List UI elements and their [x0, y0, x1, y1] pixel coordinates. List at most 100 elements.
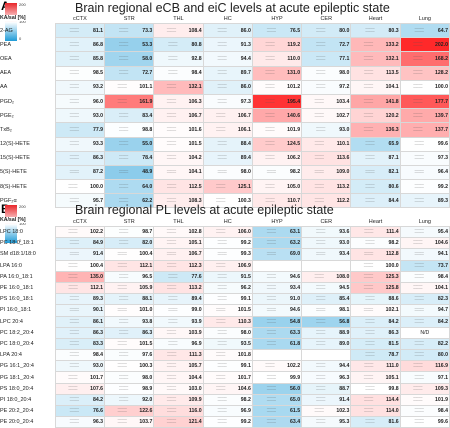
column-header: HC [223, 218, 232, 225]
cell-raw-values: ───── ───── [69, 307, 79, 313]
cell-raw-values: ───── ───── [364, 70, 374, 76]
heatmap-cell: ───── ───── 93.2 [54, 79, 106, 95]
heatmap-cell [301, 349, 352, 362]
heatmap-cell: ───── ───── 125.3 [350, 270, 401, 283]
heatmap-cell: ───── ───── 106.7 [202, 108, 253, 124]
cell-value: 96.5 [142, 273, 153, 280]
cell-value: 83.3 [92, 340, 104, 347]
cell-value: 111.3 [189, 352, 202, 359]
table-row: PC 18:0_20:4 ───── ───── 83.3 ───── ───── 101.… [0, 337, 450, 351]
row-label: SM d18:1/18:0 [0, 251, 36, 258]
cell-value: 83.4 [142, 112, 153, 119]
column-header: Heart [368, 15, 383, 22]
cell-value: 86.3 [142, 329, 153, 336]
cell-value: 97.3 [240, 98, 251, 105]
cell-raw-values: ───── ───── [316, 385, 326, 391]
cell-raw-values: ───── ───── [69, 56, 79, 61]
cell-value: 104.6 [435, 240, 448, 247]
cell-value: 88.6 [388, 296, 399, 303]
cell-value: 136.3 [385, 126, 399, 133]
heatmap-cell: ───── ───── 98.4 [399, 404, 450, 418]
cell-value: 98.4 [437, 408, 448, 415]
cell-raw-values: ───── ───── [217, 419, 227, 425]
cell-raw-values: ───── ───── [166, 251, 177, 257]
heatmap-cell [251, 259, 303, 272]
heatmap-cell: ───── ───── 72.7 [104, 65, 155, 81]
heatmap-table-b: cCTX STR THL HC HYP CER Heart Lung LPC 18:0 ─────… [0, 217, 450, 428]
cell-raw-values: ───── ───── [316, 318, 326, 324]
cell-raw-values: ───── ───── [119, 240, 129, 246]
cell-value: 89.4 [240, 155, 251, 162]
cell-raw-values: ───── ───── [117, 408, 127, 414]
cell-raw-values: ───── ───── [216, 197, 226, 203]
table-row: PGE₂ ───── ───── 93.0 ───── ───── 83.4 ───── ───… [0, 108, 450, 124]
cell-value: 112.1 [90, 285, 104, 292]
heatmap-cell: ───── ───── 88.4 [202, 136, 253, 152]
cell-value: 97.6 [142, 352, 153, 359]
scale-mid-label: 100 [19, 19, 26, 24]
cell-raw-values: ───── ───── [68, 183, 78, 189]
cell-value: 112.8 [385, 251, 399, 258]
heatmap-cell: ───── ───── 62.2 [104, 193, 155, 209]
column-header: STR [123, 15, 135, 22]
heatmap-cell: ───── ───── 56.8 [301, 315, 352, 328]
heatmap-cell: ───── ───── 98.0 [104, 371, 155, 384]
cell-value: 113.2 [188, 285, 202, 292]
heatmap-cell: ───── ───── 136.3 [350, 122, 401, 138]
cell-raw-values: ───── ───── [364, 363, 374, 369]
cell-raw-values: ───── ───── [119, 56, 129, 61]
cell-raw-values: ───── ───── [265, 127, 275, 132]
cell-raw-values: ───── ───── [119, 296, 129, 302]
cell-raw-values: ───── ───── [316, 229, 326, 235]
heatmap-cell: ───── ───── 106.7 [153, 248, 204, 261]
row-label: PC 18:0_18:1 [0, 240, 34, 247]
cell-value: 133.2 [385, 41, 399, 48]
cell-value: 113.2 [336, 183, 350, 190]
cell-raw-values: ───── ───── [216, 127, 226, 132]
column-header: Lung [418, 218, 431, 225]
cell-raw-values: ───── ───── [414, 197, 424, 203]
cell-raw-values: ───── ───── [68, 374, 78, 380]
cell-raw-values: ───── ───── [414, 318, 424, 324]
heatmap-cell: ───── ───── 99.9 [251, 371, 303, 384]
table-row: SM d18:1/18:0 ───── ───── 91.4 ───── ───── 100… [0, 248, 450, 261]
cell-raw-values: ───── ───── [365, 183, 375, 189]
cell-raw-values: ───── ───── [217, 41, 227, 47]
heatmap-cell: ───── ───── 100.3 [104, 360, 155, 373]
table-row: PG 16:1_20:4 ───── ───── 93.0 ───── ───── 100.… [0, 360, 450, 373]
cell-raw-values: ───── ───── [69, 169, 79, 175]
heatmap-cell: ───── ───── 101.6 [153, 122, 204, 138]
cell-value: 63.3 [290, 329, 301, 336]
cell-value: 98.1 [339, 307, 350, 314]
cell-raw-values: ───── ───── [266, 408, 277, 414]
cell-value: 99.8 [388, 385, 399, 392]
cell-value: 113.6 [336, 155, 350, 162]
cell-raw-values: ───── ───── [168, 318, 178, 324]
heatmap-cell: ───── ───── 102.7 [301, 108, 352, 124]
cell-value: 108.3 [188, 197, 202, 204]
cell-raw-values: ───── ───── [413, 385, 423, 391]
heatmap-cell: ───── ───── 109.9 [153, 393, 204, 407]
heatmap-cell: ───── ───── 109.0 [301, 164, 352, 181]
cell-raw-values: ───── ───── [414, 262, 424, 268]
table-row: LPC 18:0 ───── ───── 102.2 ───── ───── 98.7 ───… [0, 225, 450, 239]
cell-raw-values: ───── ───── [119, 352, 129, 358]
heatmap-cell: ───── ───── 141.8 [350, 93, 401, 110]
column-header-row: cCTX STR THL HC HYP CER Heart Lung [0, 217, 450, 227]
cell-raw-values: ───── ───── [314, 197, 324, 203]
heatmap-cell: N/D [399, 326, 450, 339]
cell-value: 80.8 [191, 41, 202, 48]
cell-raw-values: ───── ───── [316, 329, 326, 335]
heatmap-cell: ───── ───── 98.0 [301, 65, 352, 81]
cell-raw-values: ───── ───── [217, 84, 227, 90]
cell-value: 98.4 [437, 273, 448, 280]
table-row: 15(S)-HETE ───── ───── 86.3 ───── ───── 78.4 ──… [0, 150, 450, 166]
cell-raw-values: ───── ───── [69, 318, 79, 324]
cell-raw-values: ───── ───── [413, 285, 423, 291]
scale-min-label: 0 [19, 238, 22, 243]
cell-value: 104.2 [188, 155, 202, 162]
cell-raw-values: ───── ───── [265, 56, 275, 61]
cell-value: 80.0 [437, 352, 448, 359]
heatmap-cell: ───── ───── 98.1 [301, 304, 352, 317]
cell-raw-values: ───── ───── [69, 296, 79, 302]
